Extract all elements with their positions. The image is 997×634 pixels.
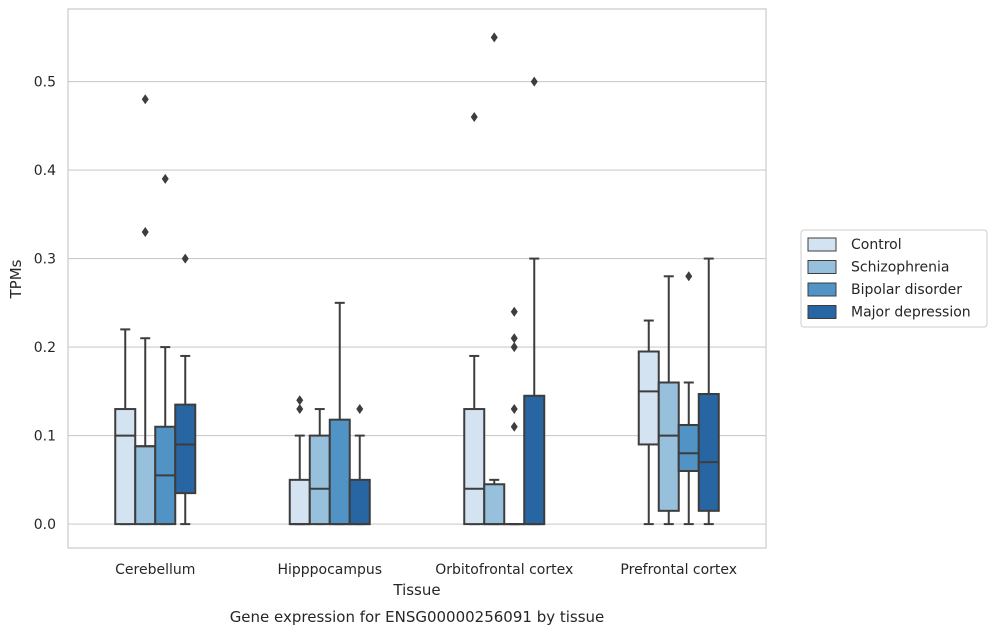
outlier-point bbox=[490, 32, 498, 43]
box-body bbox=[134, 445, 157, 526]
box-bipolar-disorder bbox=[328, 301, 351, 526]
legend-swatch bbox=[807, 282, 837, 297]
chart-title: Gene expression for ENSG00000256091 by t… bbox=[230, 608, 605, 626]
box-body bbox=[174, 403, 197, 495]
x-tick-label: Hipppocampus bbox=[277, 562, 382, 578]
box-bipolar-disorder bbox=[677, 271, 700, 526]
y-tick-label: 0.2 bbox=[34, 340, 56, 356]
x-tick-label: Cerebellum bbox=[115, 562, 195, 578]
y-tick-label: 0.4 bbox=[34, 163, 56, 179]
outlier-point bbox=[181, 253, 189, 264]
box-bipolar-disorder bbox=[503, 306, 526, 526]
legend-swatch bbox=[807, 237, 837, 252]
box-major-depression bbox=[523, 76, 546, 526]
box-groups bbox=[114, 32, 720, 526]
box-body bbox=[308, 434, 331, 526]
y-tick-label: 0.3 bbox=[34, 252, 56, 268]
box-control bbox=[288, 395, 311, 526]
legend-label: Schizophrenia bbox=[851, 260, 949, 276]
box-body bbox=[677, 423, 700, 473]
box-body bbox=[348, 478, 371, 526]
box-body bbox=[288, 478, 311, 526]
box-body bbox=[463, 408, 486, 526]
outlier-point bbox=[356, 404, 364, 415]
y-tick-label: 0.0 bbox=[34, 517, 56, 533]
box-body bbox=[697, 393, 720, 512]
outlier-point bbox=[685, 271, 693, 282]
box-body bbox=[328, 418, 351, 526]
box-body bbox=[114, 408, 137, 526]
box-body bbox=[637, 350, 660, 446]
outlier-point bbox=[470, 111, 478, 122]
legend-label: Major depression bbox=[851, 305, 971, 321]
outlier-point bbox=[510, 342, 518, 353]
y-tick-label: 0.1 bbox=[34, 429, 56, 445]
plot-frame bbox=[67, 8, 767, 549]
box-schizophrenia bbox=[483, 32, 506, 526]
box-body bbox=[523, 394, 546, 526]
x-axis-ticks: Cerebellum Hipppocampus Orbitofrontal cort… bbox=[115, 562, 737, 578]
box-control bbox=[463, 111, 486, 526]
outlier-point bbox=[510, 333, 518, 344]
box-body bbox=[657, 381, 680, 512]
outlier-point bbox=[296, 395, 304, 406]
outlier-point bbox=[510, 306, 518, 317]
box-body bbox=[483, 483, 506, 526]
outlier-point bbox=[510, 421, 518, 432]
box-major-depression bbox=[174, 253, 197, 526]
legend-swatch bbox=[807, 305, 837, 319]
outlier-point bbox=[510, 404, 518, 415]
y-axis-ticks: 0.0 0.1 0.2 0.3 0.4 0.5 bbox=[34, 75, 56, 534]
y-tick-label: 0.5 bbox=[34, 75, 56, 91]
outlier-point bbox=[161, 173, 169, 184]
outlier-point bbox=[296, 404, 304, 415]
outlier-point bbox=[530, 76, 538, 87]
box-control bbox=[114, 328, 137, 526]
x-axis-label: Tissue bbox=[392, 581, 440, 599]
y-axis-label: TPMs bbox=[7, 259, 25, 299]
legend-label: Bipolar disorder bbox=[851, 282, 962, 298]
x-tick-label: Orbitofrontal cortex bbox=[435, 562, 573, 578]
legend-label: Control bbox=[851, 237, 902, 253]
x-tick-label: Prefrontal cortex bbox=[620, 562, 737, 578]
box-major-depression bbox=[348, 404, 371, 526]
box-major-depression bbox=[697, 257, 720, 526]
legend-swatch bbox=[807, 260, 837, 274]
legend-frame bbox=[800, 229, 988, 328]
outlier-point bbox=[141, 227, 149, 238]
outlier-point bbox=[141, 94, 149, 105]
box-control bbox=[637, 319, 660, 526]
legend: Control Schizophrenia Bipolar disorder Majo… bbox=[800, 229, 988, 328]
